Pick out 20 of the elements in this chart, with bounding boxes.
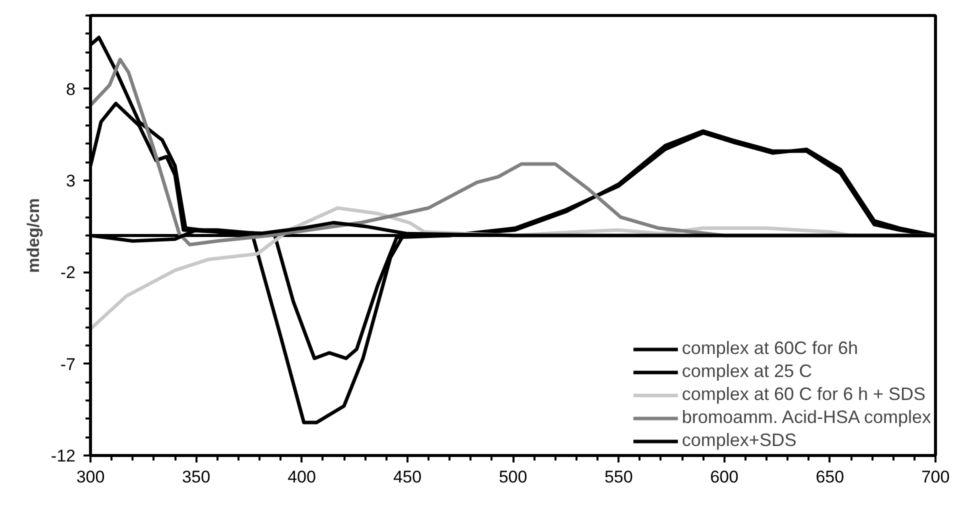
x-tick-label: 300 xyxy=(76,468,105,486)
y-tick-label: 8 xyxy=(66,80,76,99)
y-tick-label: 3 xyxy=(66,172,76,190)
x-tick-label: 500 xyxy=(498,468,528,486)
legend-label: complex+SDS xyxy=(682,430,796,451)
y-tick-label: -2 xyxy=(60,263,76,282)
legend-label: complex at 60C for 6h xyxy=(682,338,858,359)
legend-label: bromoamm. Acid-HSA complex xyxy=(682,407,931,428)
x-tick-label: 600 xyxy=(710,468,738,486)
x-tick-label: 400 xyxy=(288,468,316,486)
x-tick-label: 450 xyxy=(393,468,422,486)
y-tick-label: -12 xyxy=(50,446,76,466)
y-axis-title: mdeg/cm xyxy=(24,198,43,273)
legend-label: complex at 60 C for 6 h + SDS xyxy=(682,384,926,405)
x-tick-label: 350 xyxy=(182,468,210,486)
y-tick-label: -7 xyxy=(60,354,76,374)
x-tick-label: 700 xyxy=(921,468,950,486)
legend-label: complex at 25 C xyxy=(682,361,812,382)
x-tick-label: 650 xyxy=(816,468,844,486)
x-tick-label: 550 xyxy=(604,468,633,486)
